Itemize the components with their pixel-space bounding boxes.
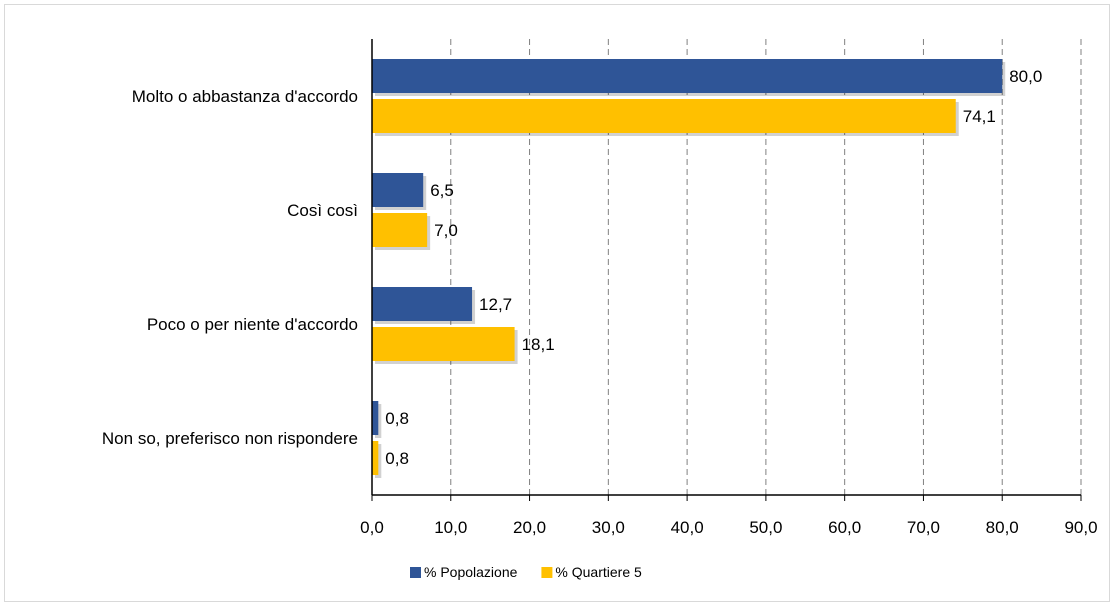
legend-label: % Popolazione bbox=[424, 564, 518, 580]
x-tick-label: 80,0 bbox=[986, 518, 1019, 537]
data-labels: 80,0 74,1 6,5 7,0 12,7 18,1 0,8 0,8 bbox=[385, 67, 1042, 468]
bar-popolazione bbox=[372, 287, 473, 321]
legend: % Popolazione % Quartiere 5 bbox=[410, 564, 642, 580]
x-tick-label: 0,0 bbox=[360, 518, 384, 537]
data-label: 0,8 bbox=[385, 409, 409, 428]
data-label: 0,8 bbox=[385, 449, 409, 468]
x-tick-label: 30,0 bbox=[592, 518, 625, 537]
bar-quartiere-5 bbox=[372, 213, 428, 247]
bars bbox=[372, 59, 1006, 478]
data-label: 6,5 bbox=[430, 181, 454, 200]
x-tick-label: 50,0 bbox=[749, 518, 782, 537]
category-label: Molto o abbastanza d'accordo bbox=[132, 87, 358, 106]
category-label: Così così bbox=[287, 201, 358, 220]
bar-quartiere-5 bbox=[372, 441, 379, 475]
category-label: Non so, preferisco non rispondere bbox=[102, 429, 358, 448]
bar-chart: 80,0 74,1 6,5 7,0 12,7 18,1 0,8 0,8 Molto o abb… bbox=[102, 39, 1098, 580]
data-label: 7,0 bbox=[434, 221, 458, 240]
legend-label: % Quartiere 5 bbox=[555, 564, 642, 580]
x-tick-label: 70,0 bbox=[907, 518, 940, 537]
bar-popolazione bbox=[372, 59, 1003, 93]
data-label: 12,7 bbox=[479, 295, 512, 314]
bar-quartiere-5 bbox=[372, 327, 515, 361]
data-label: 18,1 bbox=[522, 335, 555, 354]
bar-popolazione bbox=[372, 401, 379, 435]
chart-frame: 80,0 74,1 6,5 7,0 12,7 18,1 0,8 0,8 Molto o abb… bbox=[4, 4, 1110, 602]
legend-swatch-quartiere-5 bbox=[541, 567, 553, 578]
data-label: 74,1 bbox=[963, 107, 996, 126]
legend-swatch-popolazione bbox=[410, 567, 421, 578]
bar-quartiere-5 bbox=[372, 99, 956, 133]
data-label: 80,0 bbox=[1009, 67, 1042, 86]
x-tick-label: 10,0 bbox=[434, 518, 467, 537]
axes: Molto o abbastanza d'accordo Così così Poc… bbox=[102, 39, 1098, 537]
x-tick-label: 60,0 bbox=[828, 518, 861, 537]
bar-popolazione bbox=[372, 173, 424, 207]
x-tick-label: 20,0 bbox=[513, 518, 546, 537]
category-label: Poco o per niente d'accordo bbox=[147, 315, 358, 334]
x-tick-label: 40,0 bbox=[671, 518, 704, 537]
x-tick-label: 90,0 bbox=[1064, 518, 1097, 537]
